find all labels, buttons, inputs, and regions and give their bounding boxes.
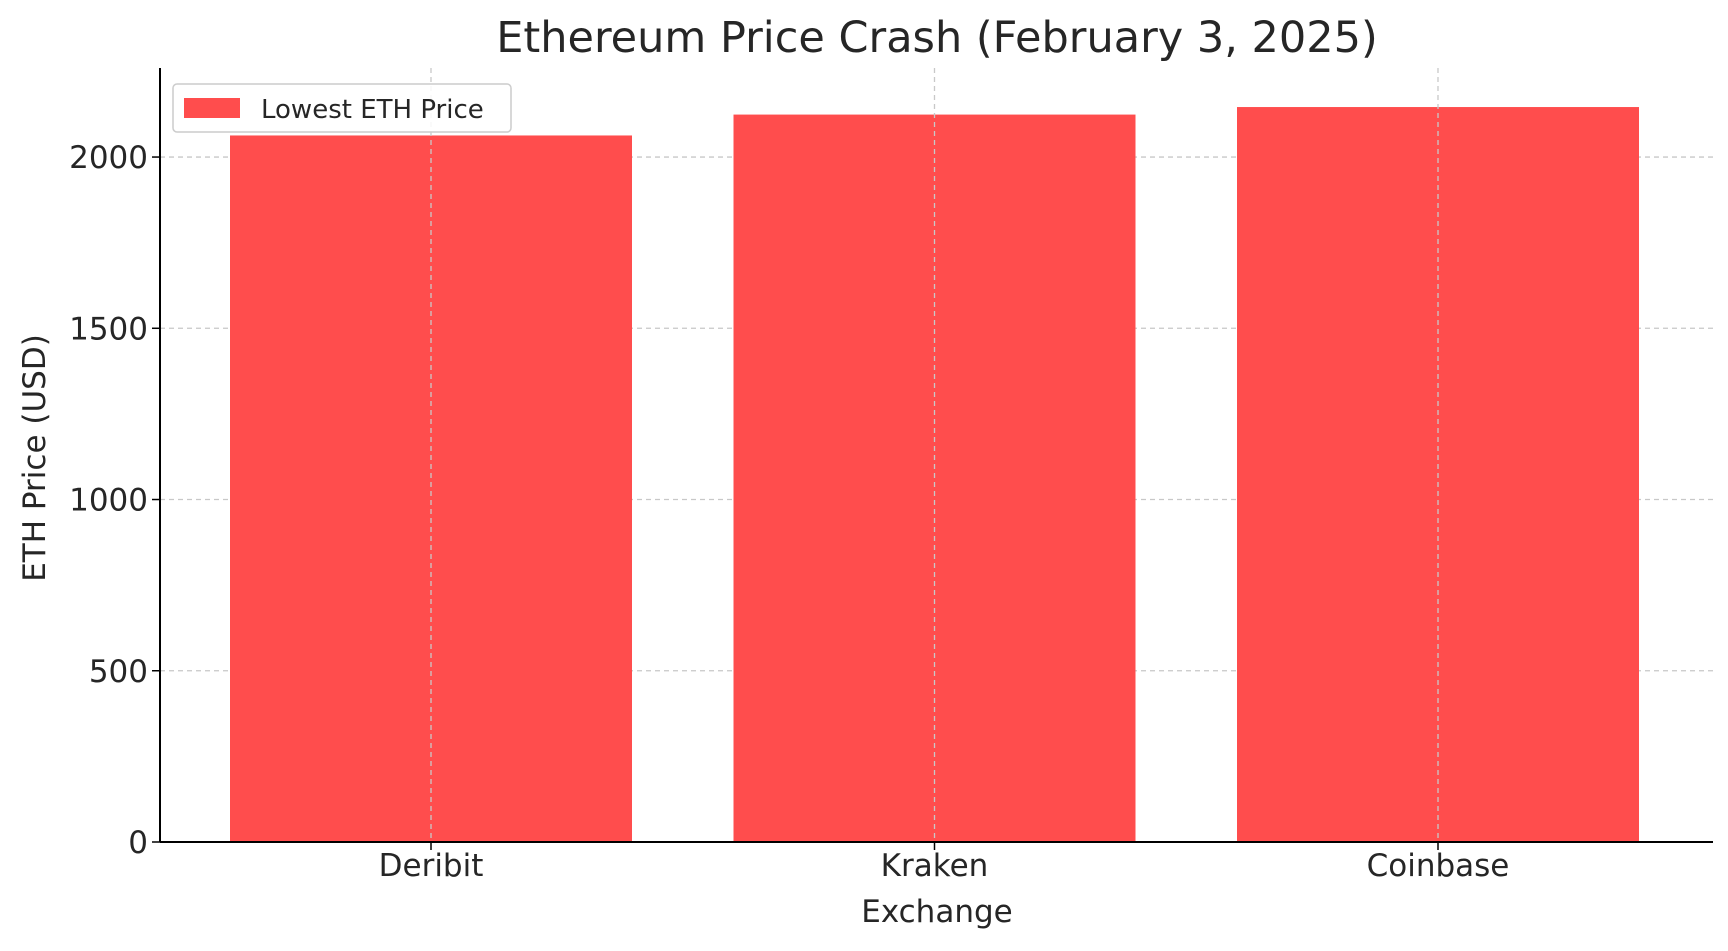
legend-swatch [184, 98, 240, 118]
x-tick-label: Deribit [379, 848, 484, 884]
x-axis-label: Exchange [861, 894, 1012, 930]
y-axis-label: ETH Price (USD) [17, 334, 53, 582]
legend: Lowest ETH Price [172, 83, 512, 133]
legend-label: Lowest ETH Price [261, 95, 484, 125]
bars-layer [230, 68, 1639, 843]
y-tick-label: 500 [89, 654, 148, 690]
y-tick-label: 1000 [69, 483, 148, 519]
bar-deribit [230, 135, 632, 842]
ticks-layer: 0 500 1000 1500 2000 Deribit Kraken Coinbase [69, 140, 1509, 884]
x-tick-label: Kraken [881, 848, 989, 884]
y-tick-label: 0 [128, 825, 148, 861]
y-tick-label: 1500 [69, 311, 148, 347]
legend-box [172, 83, 512, 133]
chart-title: Ethereum Price Crash (February 3, 2025) [496, 13, 1378, 63]
y-tick-label: 2000 [69, 140, 148, 176]
x-tick-label: Coinbase [1367, 848, 1510, 884]
axes-layer [159, 68, 1713, 843]
